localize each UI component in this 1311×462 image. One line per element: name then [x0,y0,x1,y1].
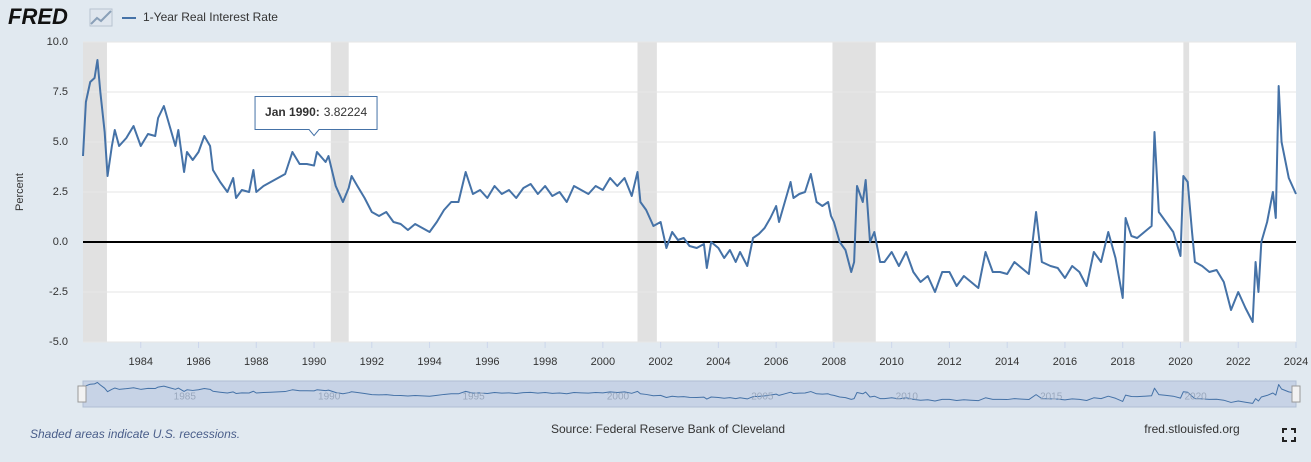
navigator-tick-label: 2015 [1040,392,1063,403]
x-tick-label: 2008 [822,356,846,368]
site-url: fred.stlouisfed.org [1144,422,1239,436]
y-axis-title: Percent [14,173,26,211]
x-tick-label: 2004 [706,356,730,368]
x-tick-label: 1996 [475,356,499,368]
logo-icon [89,8,113,27]
tooltip-value: 3.82224 [324,105,368,119]
tooltip-label: Jan 1990: [265,105,320,119]
legend-label: 1-Year Real Interest Rate [143,10,278,24]
recession-note: Shaded areas indicate U.S. recessions. [30,427,240,441]
x-tick-label: 1984 [129,356,153,368]
y-tick-label: 7.5 [53,86,68,98]
x-tick-label: 2020 [1168,356,1192,368]
navigator-tick-label: 2010 [896,392,919,403]
y-tick-label: 5.0 [53,136,68,148]
source: Source: Federal Reserve Bank of Clevelan… [551,422,785,436]
y-tick-label: -2.5 [49,286,68,298]
x-tick-label: 2010 [879,356,903,368]
y-tick-label: 2.5 [53,186,68,198]
tooltip-box [254,96,378,137]
y-tick-label: 0.0 [53,236,68,248]
x-tick-label: 2006 [764,356,788,368]
navigator-tick-label: 1985 [174,392,197,403]
navigator-tick-label: 1990 [318,392,341,403]
x-tick-label: 1988 [244,356,268,368]
x-tick-label: 2002 [648,356,672,368]
tooltip-text: Jan 1990: 3.82224 [265,105,367,119]
x-tick-label: 1990 [302,356,326,368]
x-tick-label: 2024 [1284,356,1308,368]
y-tick-label: -5.0 [49,336,68,348]
x-tick-label: 2022 [1226,356,1250,368]
navigator[interactable] [82,380,1297,408]
x-tick-label: 2018 [1110,356,1134,368]
navigator-handle-left[interactable] [77,385,87,403]
x-tick-label: 2016 [1053,356,1077,368]
x-tick-label: 1994 [417,356,441,368]
navigator-line [82,381,1297,404]
x-tick-label: 1986 [186,356,210,368]
y-tick-label: 10.0 [47,36,68,48]
navigator-tick-label: 2005 [751,392,774,403]
x-tick-label: 1998 [533,356,557,368]
x-tick-label: 2000 [591,356,615,368]
x-tick-label: 1992 [360,356,384,368]
tooltip: Jan 1990: 3.82224 [254,96,378,137]
logo: FRED [8,4,68,29]
navigator-tick-label: 2020 [1184,392,1207,403]
fullscreen-button[interactable] [1282,428,1296,442]
series-line [82,59,1297,323]
x-tick-label: 2012 [937,356,961,368]
navigator-tick-label: 1995 [462,392,485,403]
navigator-tick-label: 2000 [607,392,630,403]
navigator-handle-right[interactable] [1291,385,1301,403]
x-tick-label: 2014 [995,356,1019,368]
